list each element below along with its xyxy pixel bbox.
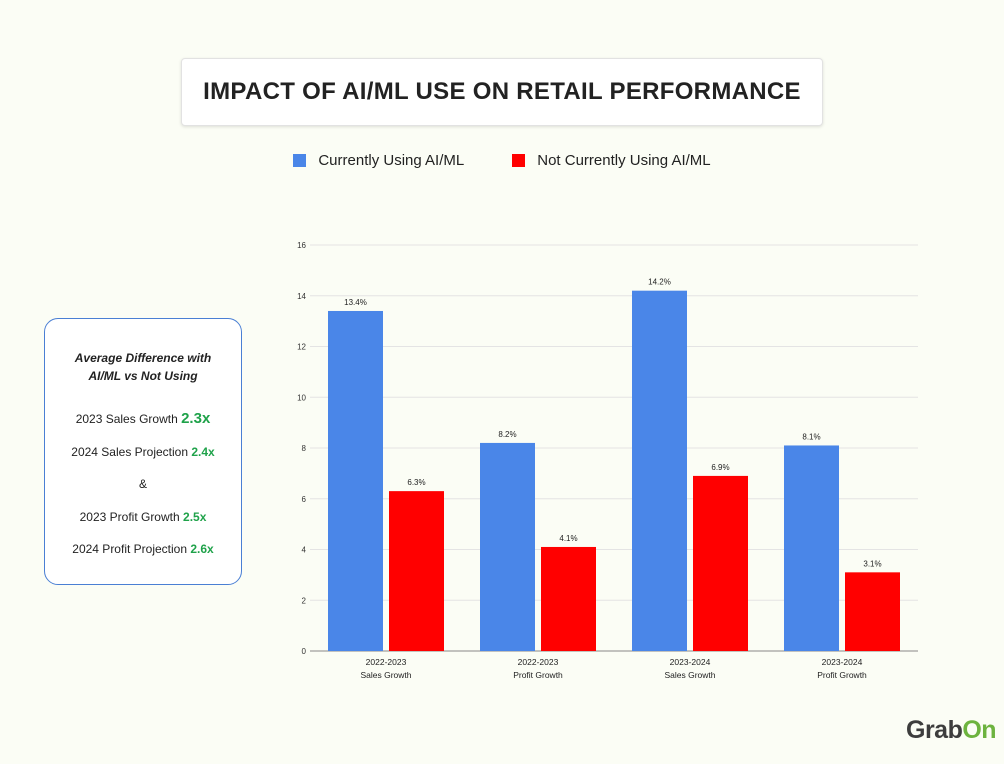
data-label: 6.9% [711, 463, 729, 472]
legend-swatch-using [293, 154, 307, 167]
legend-item-using: Currently Using AI/ML [293, 152, 464, 169]
legend-label: Not Currently Using AI/ML [537, 152, 711, 169]
x-tick-label: Sales Growth [664, 670, 715, 680]
data-label: 14.2% [648, 278, 671, 287]
grabon-logo: GrabOn [906, 716, 997, 745]
y-tick-label: 6 [302, 495, 307, 504]
legend-swatch-not-using [512, 154, 526, 167]
y-tick-label: 2 [302, 596, 307, 605]
x-tick-label: 2023-2024 [822, 657, 863, 667]
y-tick-label: 4 [302, 546, 307, 555]
legend-item-not-using: Not Currently Using AI/ML [512, 152, 711, 169]
summary-value: 2.6x [190, 542, 214, 556]
y-tick-label: 0 [302, 647, 307, 656]
summary-item: 2023 Profit Growth 2.5x [45, 501, 241, 534]
summary-label: 2024 Profit Projection [72, 542, 188, 556]
x-tick-label: Profit Growth [513, 670, 563, 680]
bar-not-using [541, 546, 596, 651]
data-label: 6.3% [407, 478, 425, 487]
bar-using [632, 290, 687, 651]
summary-label: 2023 Sales Growth [75, 412, 178, 426]
summary-label: 2023 Profit Growth [79, 509, 180, 524]
y-tick-label: 10 [297, 393, 306, 402]
logo-text-a: Grab [906, 716, 963, 744]
y-tick-label: 14 [297, 292, 306, 301]
summary-box: Average Difference with AI/ML vs Not Usi… [44, 318, 242, 585]
bar-using [784, 445, 839, 651]
legend: Currently Using AI/ML Not Currently Usin… [0, 152, 1004, 169]
summary-item: 2024 Sales Projection 2.4x [45, 436, 241, 469]
summary-value: 2.5x [183, 509, 207, 524]
x-tick-label: 2023-2024 [670, 657, 711, 667]
y-tick-label: 12 [297, 343, 306, 352]
bar-not-using [845, 572, 900, 651]
title-box: IMPACT OF AI/ML USE ON RETAIL PERFORMANC… [181, 58, 823, 126]
summary-value: 2.4x [191, 444, 215, 459]
bar-not-using [693, 475, 748, 651]
summary-item: 2023 Sales Growth 2.3x [45, 403, 241, 436]
summary-value: 2.3x [181, 410, 211, 427]
y-tick-label: 16 [297, 241, 306, 250]
summary-label: 2024 Sales Projection [71, 444, 189, 459]
summary-heading-line2: AI/ML vs Not Using [88, 369, 198, 383]
chart-title: IMPACT OF AI/ML USE ON RETAIL PERFORMANC… [203, 78, 801, 105]
bar-using [328, 310, 383, 651]
x-tick-label: Profit Growth [817, 670, 867, 680]
y-tick-label: 8 [302, 444, 307, 453]
bar-using [480, 442, 535, 651]
summary-heading: Average Difference with AI/ML vs Not Usi… [45, 349, 241, 385]
x-tick-label: Sales Growth [360, 670, 411, 680]
data-label: 13.4% [344, 298, 367, 307]
summary-separator: & [45, 468, 241, 501]
summary-label: & [138, 477, 147, 491]
x-tick-label: 2022-2023 [518, 657, 559, 667]
x-tick-label: 2022-2023 [366, 657, 407, 667]
data-label: 8.2% [498, 430, 516, 439]
summary-heading-line1: Average Difference with [74, 351, 212, 365]
summary-item: 2024 Profit Projection 2.6x [45, 533, 241, 566]
data-label: 8.1% [802, 432, 820, 441]
data-label: 4.1% [559, 534, 577, 543]
data-label: 3.1% [863, 559, 881, 568]
legend-label: Currently Using AI/ML [318, 152, 465, 169]
bar-not-using [389, 491, 444, 651]
logo-text-b: On [962, 716, 997, 744]
